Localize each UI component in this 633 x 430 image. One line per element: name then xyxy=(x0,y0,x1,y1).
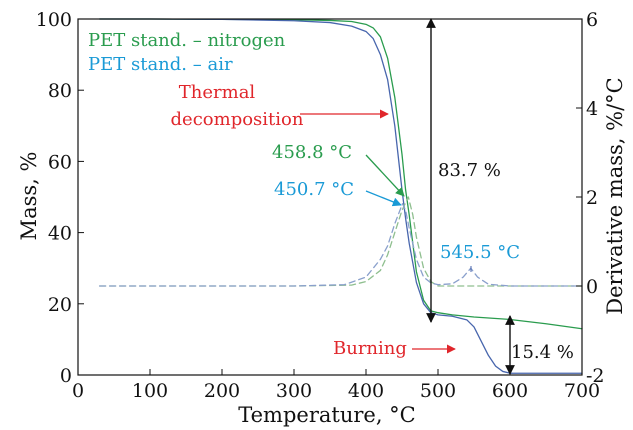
series-line-tg-0 xyxy=(98,18,583,330)
y2-tick-label: 6 xyxy=(586,9,598,31)
peak-nitrogen-arrow xyxy=(365,154,405,197)
y-tick-label: 40 xyxy=(48,223,72,245)
x-tick-label: 300 xyxy=(276,380,312,402)
mass-loss-15-label: 15.4 % xyxy=(511,342,574,363)
peak-nitrogen-label: 458.8 °C xyxy=(272,142,352,163)
series-layer xyxy=(98,18,583,374)
peak-air-arrow xyxy=(365,190,402,207)
legend-air: PET stand. – air xyxy=(88,54,233,75)
x-axis-title: Temperature, °C xyxy=(238,403,416,427)
peak-air-2-label: 545.5 °C xyxy=(440,242,520,263)
y2-axis-title: Derivative mass, %/°C xyxy=(603,77,627,314)
y-tick-label: 100 xyxy=(36,9,72,31)
thermal-label-line1: Thermal xyxy=(179,82,256,103)
x-tick-label: 700 xyxy=(564,380,600,402)
x-tick-label: 500 xyxy=(420,380,456,402)
series-line-tg-1 xyxy=(98,18,583,374)
peak-air-label: 450.7 °C xyxy=(274,179,354,200)
y-axis-title: Mass, % xyxy=(17,152,41,241)
x-tick-label: 600 xyxy=(492,380,528,402)
y-tick-label: 0 xyxy=(60,365,72,387)
thermal-label-line2: decomposition xyxy=(171,109,304,130)
axes-layer: 0 100 200 300 400 500 600 700 0 20 40 60 80 100 -2 0 2 4 6 xyxy=(36,9,605,402)
y2-tick-label: 0 xyxy=(586,276,598,298)
y2-tick-label: -2 xyxy=(586,365,605,387)
burning-label: Burning xyxy=(333,338,407,359)
x-tick-label: 200 xyxy=(204,380,240,402)
y-tick-label: 20 xyxy=(48,294,72,316)
y-tick-label: 60 xyxy=(48,151,72,173)
y2-tick-label: 2 xyxy=(586,187,598,209)
x-tick-label: 0 xyxy=(72,380,84,402)
y-tick-label: 80 xyxy=(48,80,72,102)
mass-loss-83-label: 83.7 % xyxy=(438,160,501,181)
legend-nitrogen: PET stand. – nitrogen xyxy=(88,30,286,51)
series-line-dtg-3 xyxy=(98,203,583,287)
x-tick-label: 100 xyxy=(132,380,168,402)
series-line-dtg-2 xyxy=(98,196,583,287)
y2-tick-label: 4 xyxy=(586,98,598,120)
x-tick-label: 400 xyxy=(348,380,384,402)
